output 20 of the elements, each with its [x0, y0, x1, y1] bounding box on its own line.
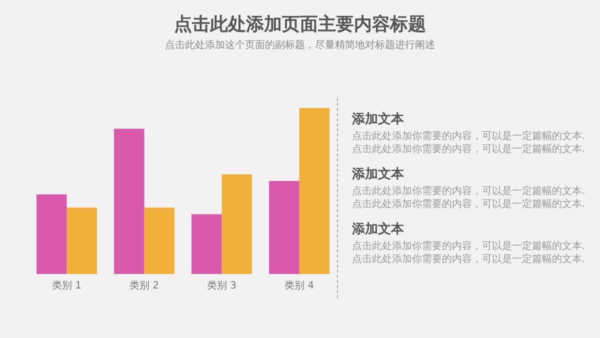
bar — [299, 108, 330, 274]
chart-subtitle: 点击此处添加这个页面的副标题，尽量精简地对标题进行阐述 — [164, 38, 436, 52]
bar — [36, 194, 67, 274]
chart-title: 点击此处添加页面主要内容标题 — [173, 13, 427, 36]
bar — [144, 208, 174, 274]
text: 点击此处添加你需要的内容，可以是一定篇幅的文本.点击此处添加你需要的内容，可以是一定篇幅的文本. — [352, 185, 586, 211]
x-tick-label: 类别 2 — [129, 280, 160, 292]
x-tick-label: 类别 3 — [206, 280, 237, 292]
text: 点击此处添加你需要的内容，可以是一定篇幅的文本.点击此处添加你需要的内容，可以是一定篇幅的文本. — [352, 240, 586, 266]
text: 添加文本 — [352, 166, 405, 183]
bar — [114, 128, 144, 274]
bar — [269, 181, 300, 274]
text: 添加文本 — [352, 220, 405, 238]
text: 添加文本 — [352, 110, 405, 128]
text: 点击此处添加你需要的内容，可以是一定篇幅的文本.点击此处添加你需要的内容，可以是一定篇幅的文本. — [352, 130, 586, 156]
x-tick-label: 类别 4 — [284, 280, 314, 292]
bar — [66, 208, 97, 274]
bar — [192, 214, 222, 274]
x-tick-label: 类别 1 — [52, 280, 82, 292]
bar — [222, 174, 252, 274]
